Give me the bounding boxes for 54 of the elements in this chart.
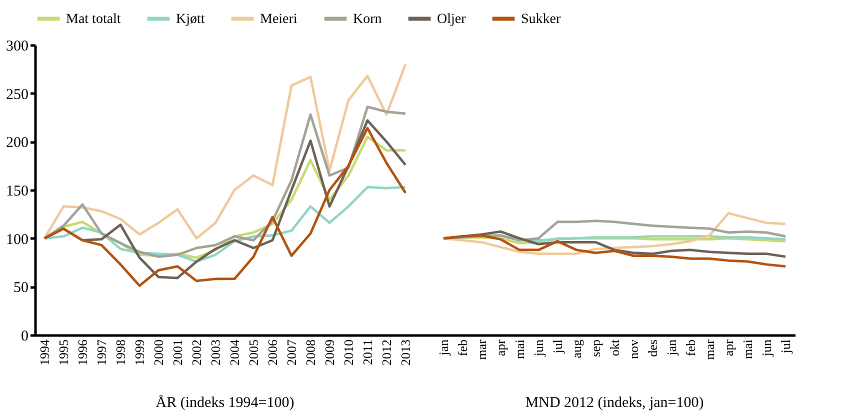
- y-tick-label: 150: [6, 184, 28, 200]
- x-tick-label: jun: [531, 339, 546, 358]
- x-tick-label: feb: [455, 340, 470, 356]
- y-tick-label: 250: [6, 86, 28, 103]
- x-tick-label: jun: [759, 339, 774, 358]
- x-tick-label: 2013: [398, 340, 413, 366]
- x-tick-label: 1996: [75, 339, 90, 366]
- x-tick-label: 2006: [265, 339, 280, 366]
- x-tick-label: 2012: [379, 340, 394, 366]
- x-tick-label: 2005: [246, 340, 261, 366]
- x-tick-label: des: [645, 340, 660, 357]
- x-tick-label: 2011: [360, 340, 375, 366]
- x-tick-label: feb: [683, 340, 698, 356]
- text: ÅR (indeks 1994=100): [156, 394, 294, 411]
- x-tick-label: jan: [664, 339, 679, 356]
- legend-label: Mat totalt: [66, 12, 121, 27]
- x-tick-label: jan: [436, 339, 451, 356]
- legend-label: Oljer: [437, 12, 466, 27]
- x-tick-label: jul: [778, 339, 793, 354]
- x-tick-label: 2010: [341, 340, 356, 366]
- x-tick-label: 1999: [132, 340, 147, 366]
- y-tick-label: 50: [14, 280, 28, 296]
- x-tick-label: mai: [740, 339, 755, 359]
- x-tick-label: 2000: [151, 340, 166, 366]
- x-tick-label: 1994: [37, 339, 52, 366]
- x-tick-label: 2007: [284, 339, 299, 366]
- legend-label: Sukker: [521, 12, 561, 27]
- x-tick-label: 2003: [208, 340, 223, 366]
- x-tick-label: mar: [474, 338, 489, 360]
- x-tick-label: 1998: [113, 340, 128, 366]
- legend-label: Korn: [353, 12, 382, 27]
- x-tick-label: 2002: [189, 340, 204, 366]
- x-tick-label: nov: [626, 339, 641, 359]
- x-tick-label: okt: [607, 339, 622, 356]
- x-tick-label: mar: [702, 338, 717, 360]
- y-tick-label: 200: [6, 135, 28, 152]
- x-tick-label: jul: [550, 339, 565, 354]
- x-tick-label: mai: [512, 339, 527, 359]
- x-tick-label: 2008: [303, 340, 318, 366]
- x-tick-label: 1995: [56, 340, 71, 366]
- y-tick-label: 0: [21, 328, 28, 344]
- y-tick-label: 300: [6, 38, 28, 54]
- x-tick-label: apr: [493, 338, 508, 356]
- legend-label: Kjøtt: [176, 12, 205, 27]
- x-tick-label: 1997: [94, 339, 109, 366]
- x-tick-label: 2004: [227, 339, 242, 366]
- text: MND 2012 (indeks, jan=100): [525, 395, 704, 411]
- x-tick-label: aug: [569, 339, 584, 358]
- y-tick-label: 100: [6, 232, 28, 248]
- x-tick-label: 2001: [170, 340, 185, 366]
- x-tick-label: sep: [588, 340, 603, 357]
- legend-label: Meieri: [260, 12, 298, 27]
- x-tick-label: 2009: [322, 340, 337, 366]
- x-tick-label: apr: [721, 338, 736, 356]
